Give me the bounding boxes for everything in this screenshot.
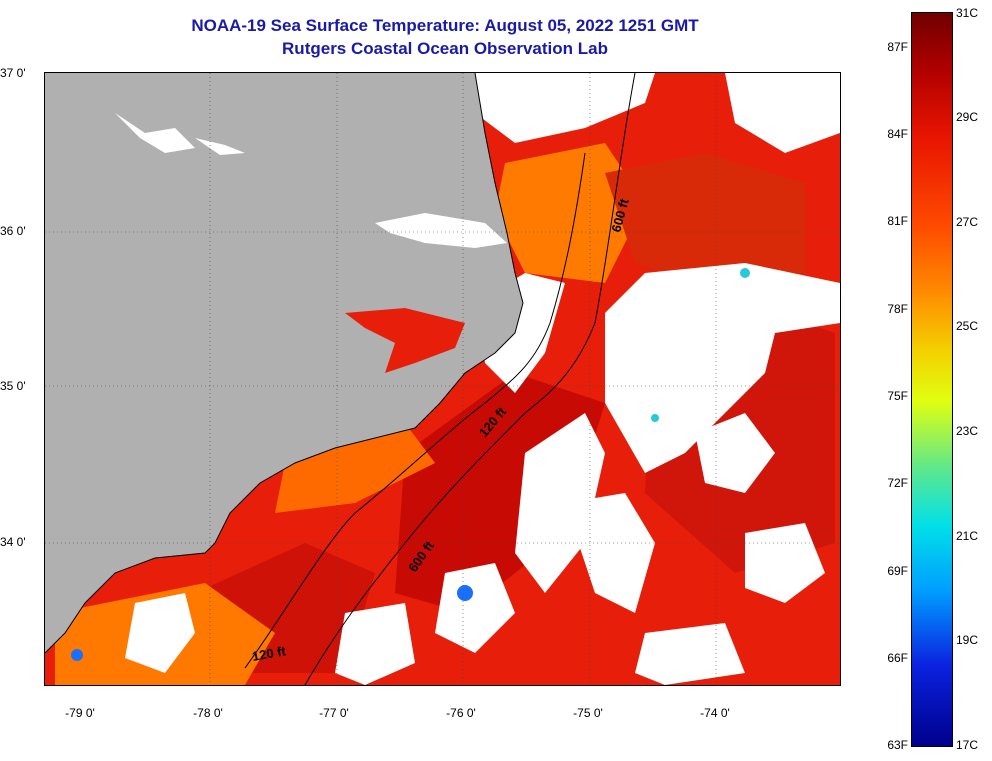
contour-label-120ft: 120 ft — [251, 643, 288, 664]
cold-water-spot — [740, 268, 750, 278]
map-subtitle: Rutgers Coastal Ocean Observation Lab — [282, 39, 608, 58]
colorbar-label-f: 81F — [887, 214, 908, 228]
colorbar-label-c: 23C — [956, 424, 979, 438]
cloud-cover — [125, 593, 195, 673]
colorbar-label-c: 19C — [956, 633, 979, 647]
lat-label-35: 35 0' — [0, 379, 26, 393]
colorbar-label-c: 31C — [956, 6, 979, 20]
sst-map-graphic: 600 ft 120 ft 600 ft 120 ft — [45, 73, 840, 685]
warm-water-patch — [605, 153, 805, 283]
lat-label-34: 34 0' — [0, 535, 26, 549]
colorbar-label-f: 84F — [887, 127, 908, 141]
colorbar-label-c: 21C — [956, 529, 979, 543]
cloud-cover — [605, 263, 840, 473]
cold-water-spot — [651, 414, 659, 422]
cloud-cover — [515, 413, 605, 593]
lat-label-36: 36 0' — [0, 224, 26, 238]
inland-water — [115, 113, 195, 153]
colorbar-label-f: 66F — [887, 651, 908, 665]
inland-water — [345, 308, 465, 373]
cold-water-spot — [457, 585, 473, 601]
cloud-cover — [725, 73, 840, 153]
colorbar-label-f: 72F — [887, 476, 908, 490]
cloud-cover — [435, 563, 515, 653]
colorbar-label-c: 27C — [956, 215, 979, 229]
lon-label-79: -79 0' — [65, 706, 95, 720]
lon-label-76: -76 0' — [446, 706, 476, 720]
lon-label-78: -78 0' — [193, 706, 223, 720]
cloud-cover — [695, 413, 775, 493]
colorbar-label-f: 78F — [887, 302, 908, 316]
cold-water-spot — [71, 649, 83, 661]
cool-water-patch — [275, 423, 435, 513]
colorbar-label-c: 29C — [956, 110, 979, 124]
cloud-cover — [635, 623, 745, 685]
graticule — [45, 73, 840, 685]
coastline — [45, 73, 524, 654]
lat-label-37: 37 0' — [0, 66, 26, 80]
cloud-cover — [335, 603, 415, 685]
colorbar-label-f: 63F — [887, 738, 908, 752]
colorbar-label-c: 25C — [956, 319, 979, 333]
colorbar-label-f: 75F — [887, 389, 908, 403]
cloud-cover — [465, 73, 655, 143]
map-title: NOAA-19 Sea Surface Temperature: August … — [191, 16, 699, 35]
isobath-600ft — [304, 73, 636, 685]
inland-water — [375, 213, 507, 248]
lon-label-75: -75 0' — [573, 706, 603, 720]
temperature-colorbar — [911, 12, 953, 747]
isobath-120ft — [244, 152, 586, 669]
colorbar-label-f: 69F — [887, 564, 908, 578]
cloud-cover — [565, 493, 655, 613]
colorbar-label-f: 87F — [887, 40, 908, 54]
inland-water — [195, 138, 245, 155]
colorbar-label-c: 17C — [956, 738, 979, 752]
lon-label-77: -77 0' — [319, 706, 349, 720]
lon-label-74: -74 0' — [700, 706, 730, 720]
sst-map: 600 ft 120 ft 600 ft 120 ft — [44, 72, 841, 686]
